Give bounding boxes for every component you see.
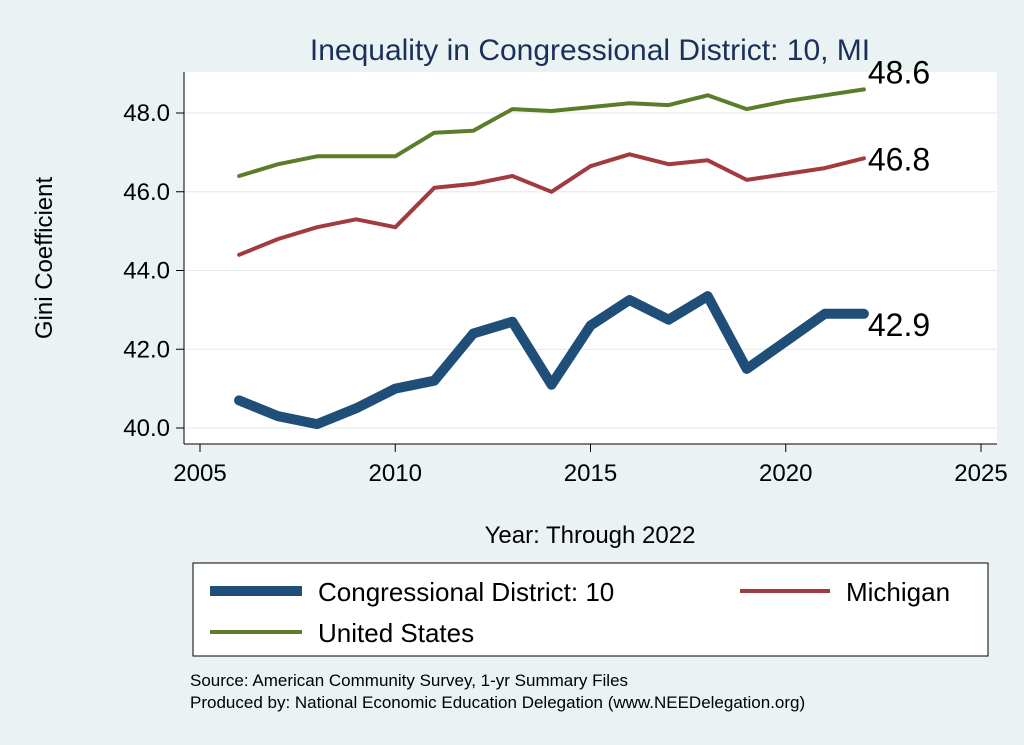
x-tick-label: 2020: [759, 460, 812, 487]
y-tick-label: 44.0: [123, 258, 170, 285]
x-tick-label: 2005: [173, 460, 226, 487]
y-tick-label: 40.0: [123, 415, 170, 442]
end-label-2: 46.8: [868, 141, 930, 177]
legend: Congressional District: 10 Michigan United…: [210, 577, 950, 648]
end-label-1: 42.9: [868, 307, 930, 343]
legend-label-1: Congressional District: 10: [318, 577, 614, 607]
end-label-3: 48.6: [868, 54, 930, 90]
series-line-2: [237, 152, 866, 257]
chart-title: Inequality in Congressional District: 10…: [310, 34, 870, 67]
legend-box: [192, 562, 989, 657]
x-tick-label: 2010: [369, 460, 422, 487]
series-line-3: [237, 87, 866, 178]
y-tick-label: 46.0: [123, 179, 170, 206]
x-tick-label: 2015: [564, 460, 617, 487]
series-lines: [234, 87, 869, 430]
grid-lines: [184, 112, 997, 429]
legend-label-3: United States: [318, 618, 474, 648]
source-note: Source: American Community Survey, 1-yr …: [190, 671, 628, 690]
x-tick-label: 2025: [954, 460, 1007, 487]
y-tick-label: 48.0: [123, 100, 170, 127]
end-labels: 42.9 46.8 48.6: [868, 54, 930, 342]
y-axis-title: Gini Coefficient: [31, 177, 58, 340]
legend-label-2: Michigan: [846, 577, 950, 607]
plot-area: [184, 72, 997, 444]
producer-note: Produced by: National Economic Education…: [190, 693, 805, 712]
series-line-1: [234, 291, 869, 430]
x-axis-title: Year: Through 2022: [485, 522, 696, 549]
axis-ticks: 40.0 42.0 44.0 46.0 48.0 2005 2010 2015 2020 2025: [123, 100, 1007, 487]
y-tick-label: 42.0: [123, 336, 170, 363]
